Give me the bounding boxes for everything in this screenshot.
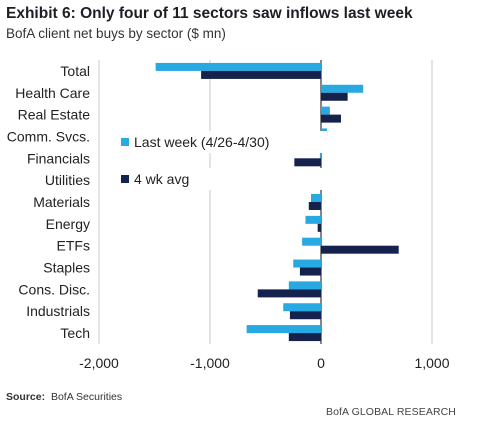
chart-title: Exhibit 6: Only four of 11 sectors saw i…	[6, 5, 413, 22]
bar-last-week	[319, 150, 321, 159]
bar-4wk-avg	[321, 92, 348, 101]
category-label: Real Estate	[18, 107, 91, 123]
category-label: Health Care	[15, 85, 90, 101]
source-note: Source: BofA Securities	[6, 391, 122, 403]
x-tick-label: -1,000	[190, 355, 230, 371]
category-label: Energy	[46, 216, 90, 232]
category-label: Cons. Disc.	[18, 281, 90, 297]
category-label: Tech	[60, 325, 90, 341]
source-label: Source:	[6, 391, 46, 403]
bar-4wk-avg	[288, 333, 321, 342]
bar-4wk-avg	[321, 114, 341, 123]
bar-4wk-avg	[321, 245, 399, 254]
bar-last-week	[283, 303, 321, 312]
bar-last-week	[305, 215, 321, 224]
bar-last-week	[302, 237, 321, 246]
category-label: Financials	[27, 150, 90, 166]
category-label: Comm. Svcs.	[7, 128, 90, 144]
legend-4wk-avg-swatch	[121, 175, 129, 183]
bar-4wk-avg	[201, 70, 321, 79]
bar-last-week	[311, 194, 321, 202]
x-tick-label: -2,000	[79, 355, 119, 371]
category-label: Industrials	[26, 303, 90, 319]
category-label: ETFs	[57, 238, 90, 254]
x-tick-label: 0	[317, 355, 325, 371]
category-label: Materials	[33, 194, 90, 210]
branding-text: BofA GLOBAL RESEARCH	[326, 406, 456, 418]
legend-4wk-avg-label: 4 wk avg	[134, 171, 189, 187]
bar-4wk-avg	[299, 267, 321, 276]
bar-last-week	[246, 325, 321, 334]
bar-4wk-avg	[289, 311, 321, 320]
bar-4wk-avg	[317, 223, 321, 232]
legend-background	[112, 168, 327, 190]
x-tick-label: 1,000	[414, 355, 449, 371]
legend-last-week-swatch	[121, 138, 129, 146]
bar-last-week	[321, 106, 330, 115]
chart-subtitle: BofA client net buys by sector ($ mn)	[6, 26, 226, 41]
bar-last-week	[293, 259, 321, 268]
bar-last-week	[155, 62, 321, 71]
legend-background	[112, 131, 327, 153]
bar-last-week	[288, 281, 321, 290]
bar-4wk-avg	[308, 202, 321, 210]
bar-4wk-avg	[257, 289, 321, 298]
legend-last-week-label: Last week (4/26-4/30)	[134, 134, 269, 150]
category-label: Staples	[43, 260, 90, 276]
category-label: Total	[60, 63, 90, 79]
bar-4wk-avg	[294, 158, 321, 167]
source-text: BofA Securities	[50, 391, 123, 403]
bar-last-week	[321, 84, 364, 93]
category-label: Utilities	[45, 172, 90, 188]
